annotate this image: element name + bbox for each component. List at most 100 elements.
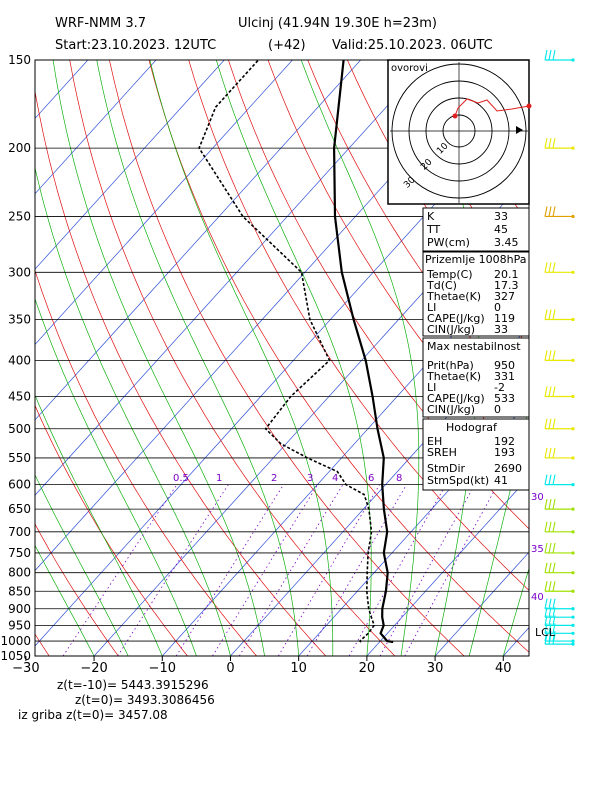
isotherm-line bbox=[35, 60, 361, 421]
isotherm-line bbox=[35, 60, 157, 195]
barb-flag bbox=[548, 542, 552, 554]
pressure-tick-label: 950 bbox=[8, 618, 31, 632]
barb-station bbox=[571, 530, 575, 534]
mix-label: 4 bbox=[332, 473, 338, 484]
barb-flag bbox=[544, 350, 548, 361]
hodograph-rings bbox=[390, 62, 528, 203]
mixing-ratio-line bbox=[348, 484, 447, 656]
wind-barb bbox=[544, 206, 575, 219]
barb-flag bbox=[548, 206, 552, 217]
barb-flag bbox=[544, 447, 548, 459]
pressure-tick-label: 900 bbox=[8, 602, 31, 616]
index-value: 20.1 bbox=[494, 268, 519, 281]
barb-speed-label: 35 bbox=[531, 544, 544, 555]
mix-label: 1 bbox=[216, 473, 222, 484]
wind-barb bbox=[544, 581, 575, 593]
wind-barb bbox=[544, 350, 575, 363]
pressure-tick-label: 800 bbox=[8, 566, 31, 580]
wind-barb bbox=[544, 623, 575, 635]
index-label: Prit(hPa) bbox=[427, 359, 474, 372]
barb-flag bbox=[548, 262, 552, 273]
barb-station bbox=[571, 589, 575, 593]
temp-tick-label: 0 bbox=[226, 661, 234, 676]
barb-flag bbox=[544, 206, 548, 217]
barb-flag bbox=[548, 607, 552, 618]
lcl-label: LCL bbox=[535, 626, 556, 639]
valid-time: Valid:25.10.2023. 06UTC bbox=[332, 38, 493, 53]
index-box-top: K 33 TT 45 PW(cm) 3.45 bbox=[422, 207, 530, 252]
barb-flag bbox=[552, 499, 556, 510]
index-value: 193 bbox=[494, 446, 515, 459]
barb-station bbox=[571, 146, 575, 150]
barb-flag bbox=[544, 309, 548, 320]
barb-flag bbox=[552, 350, 556, 361]
isotherm-line bbox=[35, 60, 430, 496]
barb-flag bbox=[544, 262, 548, 273]
pressure-tick-label: 1000 bbox=[0, 634, 31, 648]
hodograph-end-marker bbox=[526, 103, 532, 109]
footer-line-3: iz griba z(t=0)= 3457.08 bbox=[18, 708, 168, 722]
dry-adiabat-line bbox=[585, 60, 600, 656]
temp-tick-label: −20 bbox=[80, 661, 107, 676]
index-label: K bbox=[427, 210, 435, 223]
index-value: 33 bbox=[494, 210, 508, 223]
index-value: 45 bbox=[494, 223, 508, 236]
barb-flag bbox=[552, 615, 556, 626]
barb-flag bbox=[548, 309, 552, 320]
barb-station bbox=[571, 623, 575, 627]
index-value: 17.3 bbox=[494, 279, 519, 292]
barb-station bbox=[571, 615, 575, 619]
barb-flag bbox=[544, 49, 548, 61]
barb-flag bbox=[544, 562, 548, 573]
barb-flag bbox=[544, 499, 548, 510]
pressure-tick-label: 150 bbox=[8, 53, 31, 67]
barb-flag bbox=[552, 206, 556, 217]
mixing-ratio-line bbox=[404, 484, 499, 656]
isotherm-line bbox=[434, 551, 529, 656]
barb-flag bbox=[544, 607, 548, 618]
hodograph: ovorovi 10 20 30 bbox=[387, 59, 532, 205]
index-label: Thetae(K) bbox=[426, 370, 481, 383]
pressure-tick-label: 700 bbox=[8, 525, 31, 539]
index-label: CIN(J/kg) bbox=[427, 403, 475, 416]
index-label: CAPE(J/kg) bbox=[427, 312, 485, 325]
barb-flag bbox=[552, 138, 556, 149]
wind-barb bbox=[544, 447, 575, 460]
barb-flag bbox=[544, 581, 548, 592]
index-value: 33 bbox=[494, 323, 508, 336]
index-value: 119 bbox=[494, 312, 515, 325]
barb-flag bbox=[544, 633, 548, 645]
barb-flag bbox=[552, 633, 556, 645]
barb-station bbox=[571, 214, 575, 219]
barb-station bbox=[571, 639, 575, 643]
dewpoint-profile bbox=[198, 60, 376, 643]
temp-tick-label: 30 bbox=[427, 661, 444, 676]
pressure-tick-label: 650 bbox=[8, 502, 31, 516]
wind-barb bbox=[544, 474, 575, 487]
barb-flag bbox=[544, 386, 548, 397]
index-value: 327 bbox=[494, 290, 515, 303]
index-value: -2 bbox=[494, 381, 505, 394]
barb-flag bbox=[552, 623, 556, 634]
wind-barb bbox=[544, 499, 575, 511]
index-value: 533 bbox=[494, 392, 515, 405]
barb-speed-label: 30 bbox=[531, 492, 544, 503]
wind-barb bbox=[544, 49, 575, 62]
barb-flag bbox=[552, 447, 556, 459]
barb-flag bbox=[548, 581, 552, 592]
isotherm-line bbox=[35, 60, 225, 270]
barb-station bbox=[571, 58, 575, 62]
index-value: 331 bbox=[494, 370, 515, 383]
mix-label: 3 bbox=[307, 473, 313, 484]
barb-station bbox=[571, 270, 575, 274]
pressure-tick-label: 1050 bbox=[0, 649, 31, 663]
barb-flag bbox=[552, 630, 556, 642]
barb-flag bbox=[548, 630, 552, 642]
barb-flag bbox=[548, 615, 552, 626]
index-label: Temp(C) bbox=[426, 268, 473, 281]
barb-station bbox=[571, 427, 575, 431]
barb-station bbox=[571, 507, 575, 511]
barb-flag bbox=[544, 418, 548, 429]
barb-station bbox=[571, 394, 575, 399]
hodograph-box-title: Hodograf bbox=[446, 421, 498, 434]
